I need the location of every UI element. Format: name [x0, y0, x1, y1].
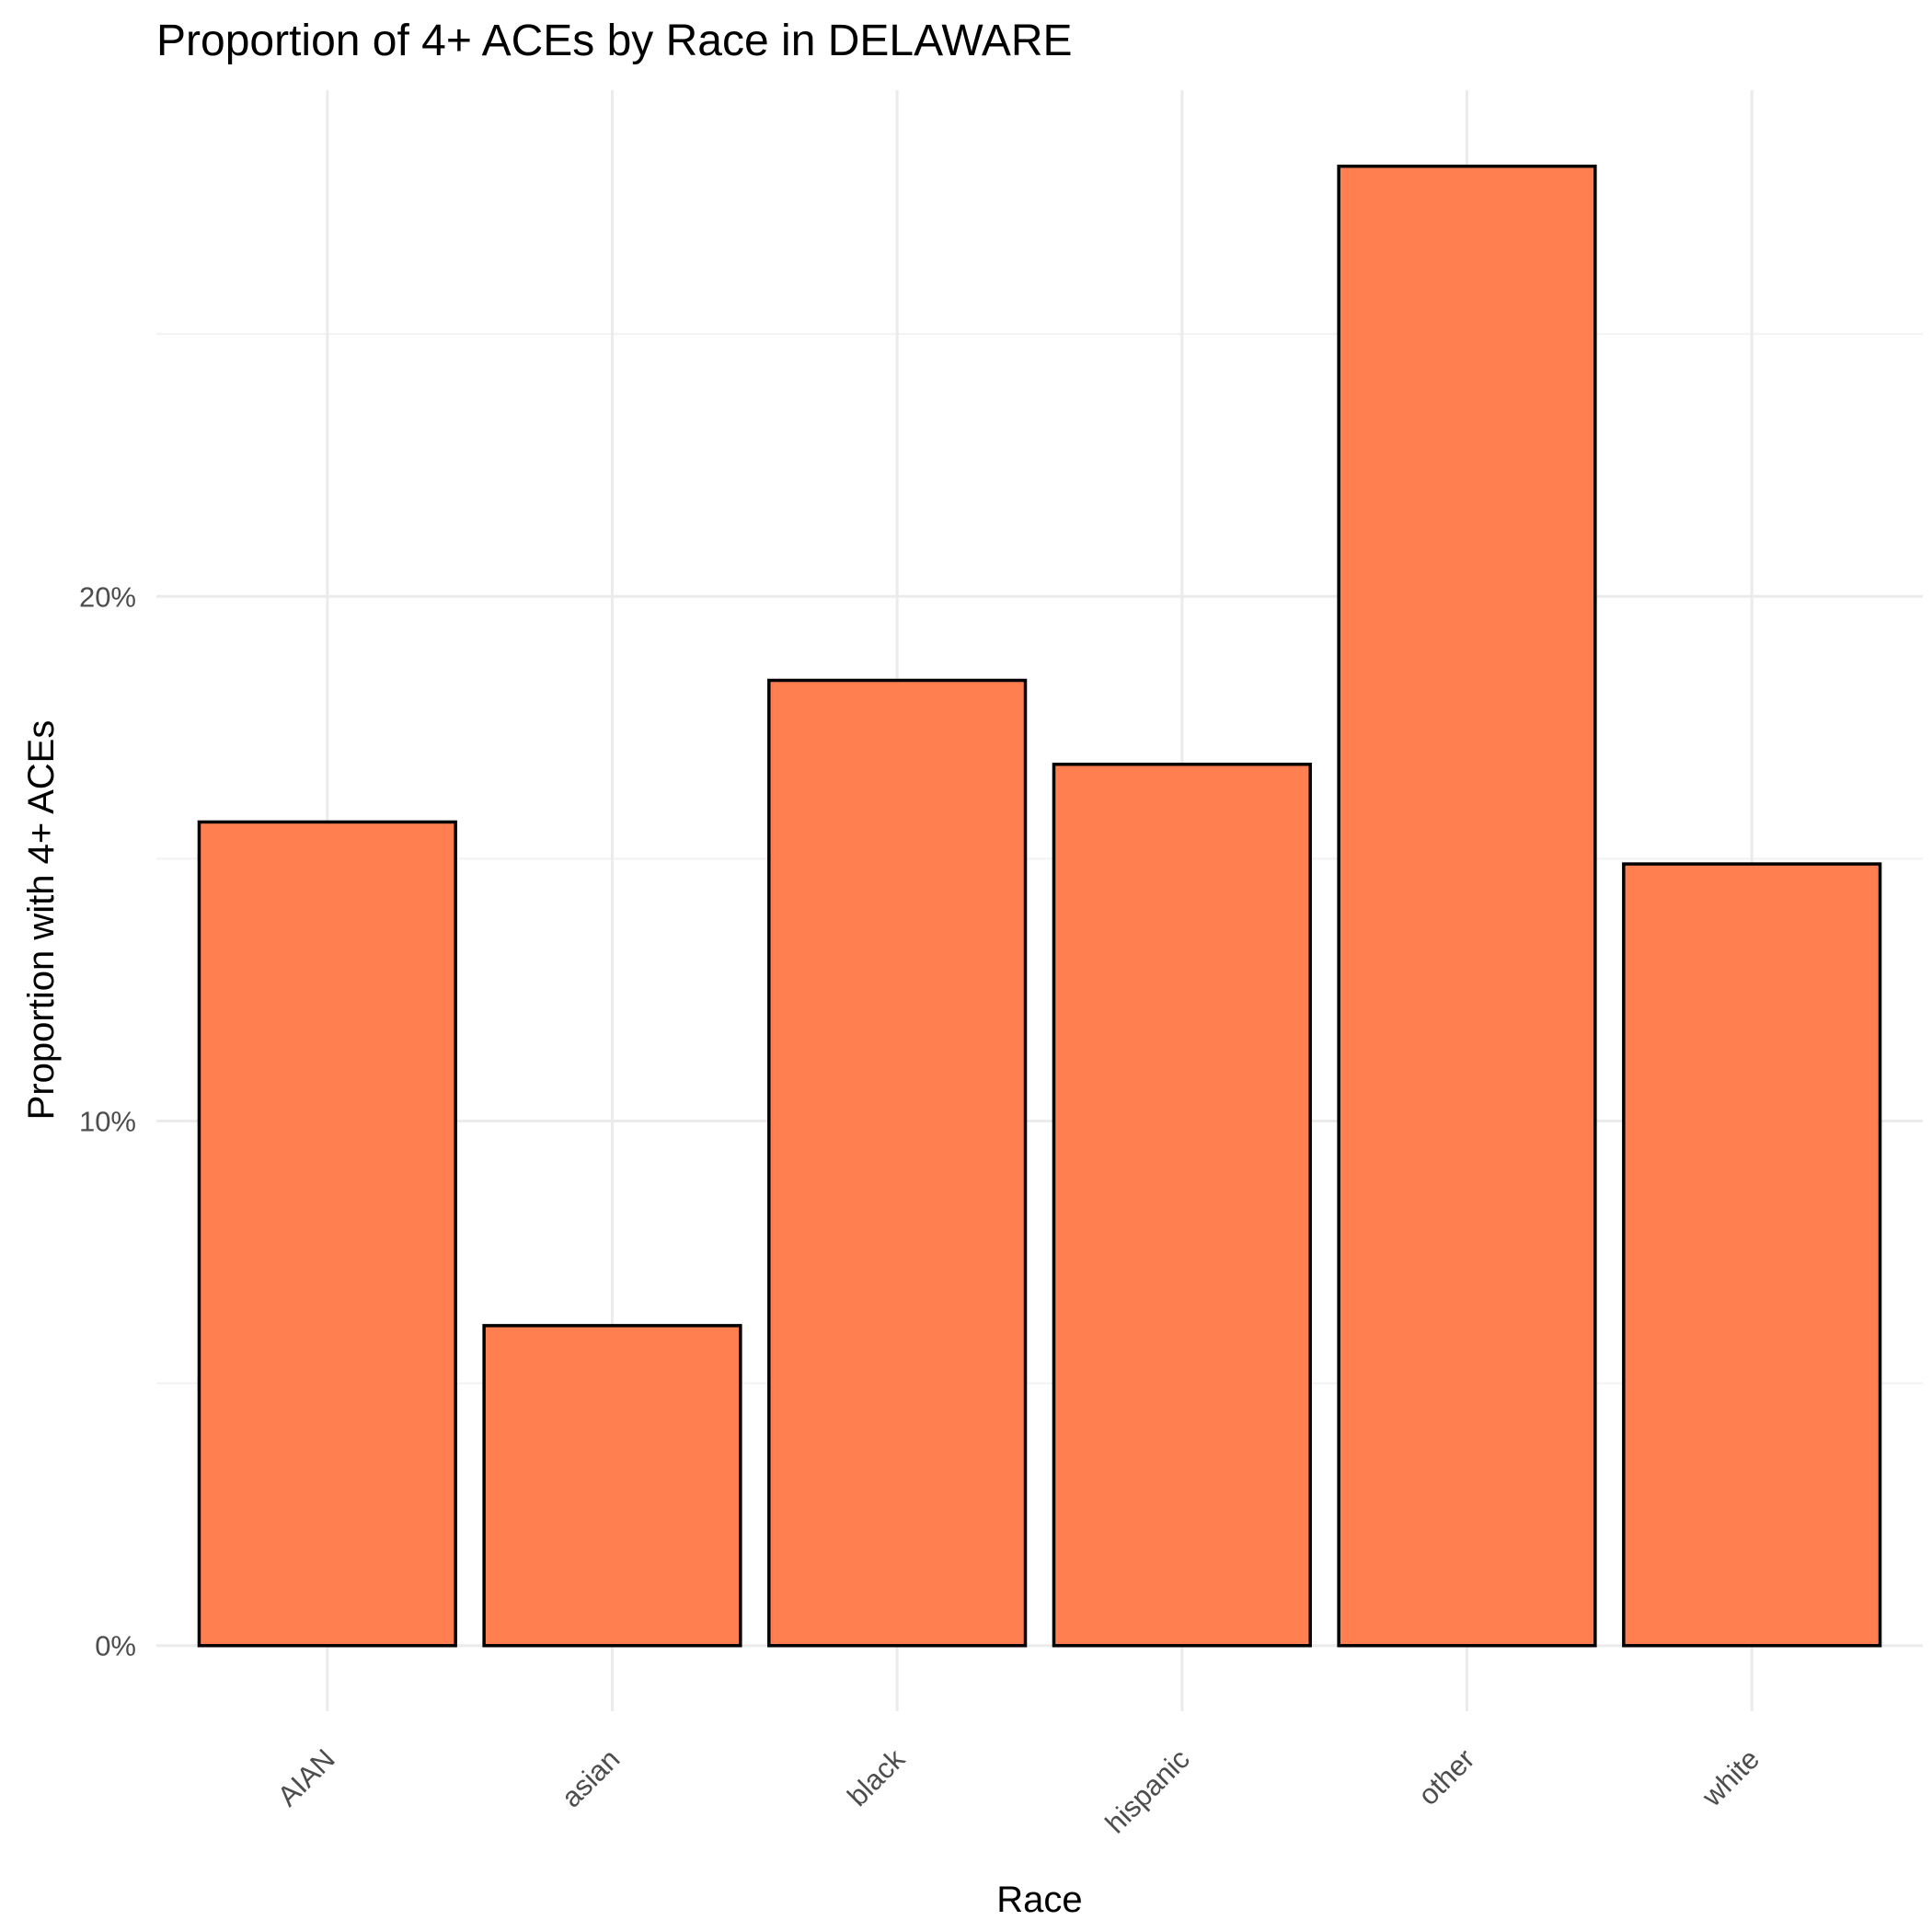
bar-aian: [197, 820, 457, 1648]
x-axis-title: Race: [996, 1880, 1082, 1920]
bar-hispanic: [1052, 762, 1312, 1648]
bar-white: [1622, 862, 1882, 1648]
x-tick-label-white: white: [1696, 1742, 1766, 1813]
y-axis-title: Proportion with 4+ ACEs: [21, 720, 62, 1121]
x-tick-label-black: black: [841, 1742, 911, 1812]
y-tick-label: 20%: [79, 581, 136, 613]
bar-other: [1337, 164, 1597, 1648]
y-tick-label: 0%: [95, 1630, 136, 1662]
y-axis-ticks: 0% 10% 20%: [79, 581, 136, 1662]
bar-asian: [482, 1324, 742, 1648]
bars: [197, 164, 1882, 1648]
x-tick-label-other: other: [1412, 1742, 1481, 1811]
x-axis-ticks: AIAN asian black hispanic other white: [271, 1742, 1765, 1840]
bar-black: [767, 678, 1028, 1648]
x-tick-label-asian: asian: [555, 1742, 626, 1813]
x-tick-label-aian: AIAN: [271, 1742, 341, 1812]
x-tick-label-hispanic: hispanic: [1099, 1742, 1196, 1839]
chart-title: Proportion of 4+ ACEs by Race in DELAWAR…: [156, 17, 1073, 65]
y-tick-label: 10%: [79, 1105, 136, 1137]
